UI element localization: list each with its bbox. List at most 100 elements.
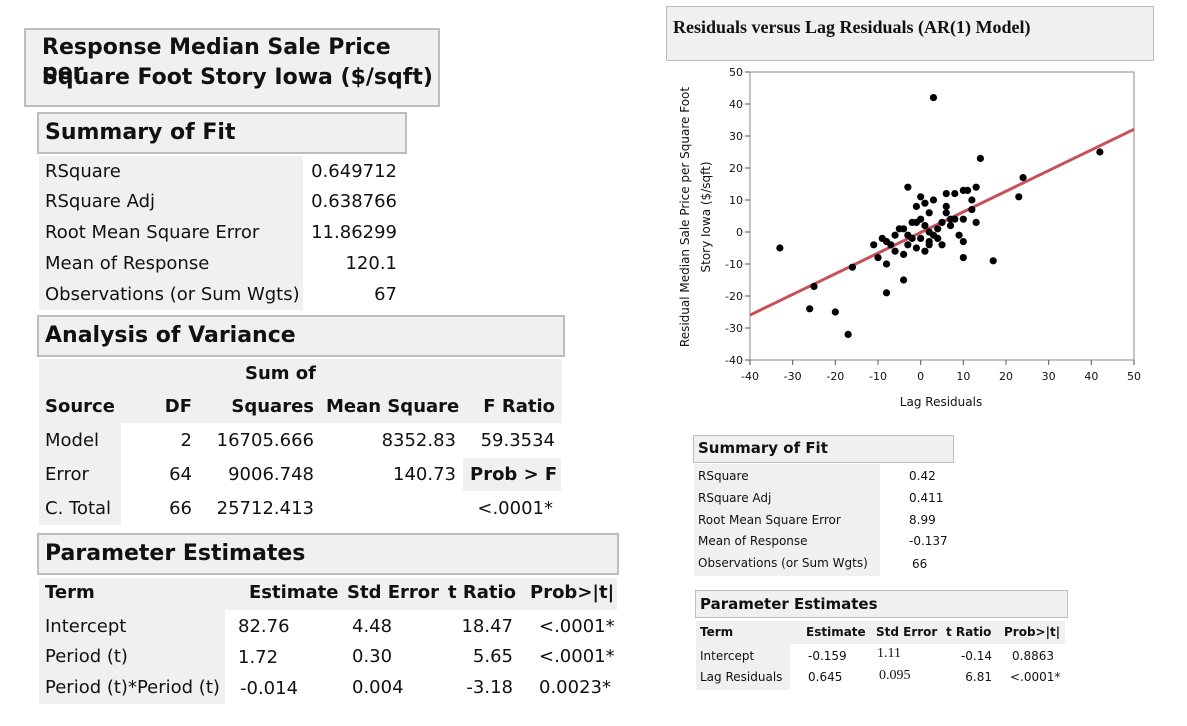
param-estimate-period: 1.72 — [238, 647, 279, 668]
ar1-param-header-estimate: Estimate — [806, 625, 866, 639]
sof-label-mean: Mean of Response — [45, 253, 210, 274]
ar1-sof-value-rsquare-adj: 0.411 — [909, 491, 944, 505]
scatter-points — [776, 94, 1104, 338]
scatter-point — [929, 94, 938, 102]
ar1-param-se-intercept: 1.11 — [877, 646, 901, 661]
ar1-param-t-lag: 6.81 — [965, 670, 992, 684]
scatter-point — [925, 241, 933, 249]
summary-of-fit-header[interactable]: Summary of Fit — [37, 112, 407, 154]
plot-frame — [749, 71, 1135, 361]
ar1-param-term-shade — [696, 644, 790, 690]
ar1-param-p-intercept: 0.8863 — [1012, 649, 1054, 663]
anova-ms-model: 8352.83 — [381, 430, 456, 451]
param-header-term: Term — [45, 582, 95, 603]
param-header-std-error: Std Error — [347, 582, 440, 603]
y-axis: -40 -30 -20 -10 0 10 20 30 40 50 — [725, 66, 750, 367]
scatter-point — [938, 241, 946, 249]
scatter-point — [904, 183, 912, 191]
ar1-sof-value-mean: -0.137 — [909, 534, 948, 548]
scatter-point — [831, 308, 839, 316]
y-tick-label: -20 — [725, 290, 743, 303]
scatter-point — [912, 244, 920, 252]
scatter-point — [942, 202, 950, 210]
x-tick-label: 0 — [917, 370, 924, 383]
anova-header-f: F Ratio — [483, 396, 555, 417]
scatter-point — [934, 225, 942, 233]
anova-header-sum-of: Sum of — [245, 363, 316, 384]
y-tick-label: 40 — [729, 98, 743, 111]
response-title-line1: Response Median Sale Price per — [42, 35, 391, 85]
x-tick-label: -10 — [869, 370, 887, 383]
x-tick-label: -20 — [826, 370, 844, 383]
response-title-line2: Square Foot Story Iowa ($/sqft) — [42, 65, 433, 90]
scatter-point — [917, 193, 925, 201]
sof-value-rsquare: 0.649712 — [311, 161, 397, 182]
scatter-point — [891, 231, 899, 239]
anova-header-shade — [39, 359, 562, 423]
ar1-param-header-std-error: Std Error — [876, 625, 938, 639]
scatter-point — [942, 190, 950, 198]
scatter-point — [904, 241, 912, 249]
x-tick-label: 40 — [1084, 370, 1098, 383]
chart-title: Residuals versus Lag Residuals (AR(1) Mo… — [673, 17, 1031, 37]
x-axis: -40 -30 -20 -10 0 10 20 30 40 50 — [741, 360, 1141, 383]
anova-header-ms: Mean Square — [326, 396, 460, 417]
scatter-point — [955, 231, 963, 239]
scatter-point — [912, 218, 920, 226]
anova-source-model: Model — [45, 430, 100, 451]
anova-title: Analysis of Variance — [45, 323, 296, 348]
param-p-intercept: <.0001* — [539, 616, 615, 637]
anova-ss-error: 9006.748 — [228, 464, 314, 485]
sof-value-observations: 67 — [374, 284, 397, 305]
ar1-sof-label-observations: Observations (or Sum Wgts) — [698, 556, 868, 570]
scatter-point — [989, 257, 997, 265]
scatter-point — [870, 241, 878, 249]
y-tick-label: 0 — [736, 226, 743, 239]
scatter-point — [951, 190, 959, 198]
anova-df-error: 64 — [169, 464, 192, 485]
scatter-point — [882, 260, 891, 268]
scatter-point — [921, 199, 929, 207]
ar1-param-header-t-ratio: t Ratio — [946, 625, 992, 639]
param-term-shade — [39, 610, 225, 704]
param-p-period: <.0001* — [539, 646, 615, 667]
x-tick-label: 30 — [1042, 370, 1056, 383]
ar1-param-estimates-header[interactable]: Parameter Estimates — [695, 590, 1068, 618]
ar1-summary-of-fit-header[interactable]: Summary of Fit — [693, 435, 954, 463]
scatter-point — [968, 196, 976, 204]
scatter-point — [874, 254, 882, 262]
param-t-period-sq: -3.18 — [466, 677, 513, 698]
anova-header[interactable]: Analysis of Variance — [37, 315, 565, 357]
anova-df-ctotal: 66 — [169, 498, 192, 519]
ar1-sof-value-rsquare: 0.42 — [909, 469, 936, 483]
param-header-prob: Prob>|t| — [530, 582, 615, 603]
y-tick-label: 30 — [729, 130, 743, 143]
scatter-point — [968, 206, 976, 214]
scatter-point — [929, 196, 938, 204]
param-se-intercept: 4.48 — [352, 616, 393, 637]
ar1-param-term-lag: Lag Residuals — [700, 670, 783, 684]
scatter-point — [882, 238, 891, 246]
param-se-period-sq: 0.004 — [352, 677, 404, 698]
scatter-point — [976, 154, 984, 162]
scatter-point — [900, 250, 908, 258]
param-term-intercept: Intercept — [45, 616, 127, 637]
anova-prob-f-value: <.0001* — [477, 498, 553, 519]
param-t-intercept: 18.47 — [461, 616, 513, 637]
param-estimate-period-sq: -0.014 — [240, 678, 299, 699]
param-estimates-header[interactable]: Parameter Estimates — [37, 533, 619, 575]
scatter-point — [900, 276, 908, 284]
anova-ss-model: 16705.666 — [216, 430, 314, 451]
scatter-point — [959, 238, 967, 246]
anova-source-error: Error — [45, 464, 89, 485]
scatter-point — [917, 234, 925, 242]
param-term-period: Period (t) — [45, 646, 128, 667]
scatter-point — [776, 244, 784, 252]
scatter-point — [1096, 148, 1104, 156]
scatter-point — [844, 330, 852, 338]
ar1-param-header-term: Term — [700, 625, 734, 639]
scatter-chart: -40 -30 -20 -10 0 10 20 30 40 50 -40 -30 -20 -10 0 10 2… — [678, 66, 1141, 409]
ar1-sof-label-column — [694, 464, 880, 576]
anova-f-model: 59.3534 — [480, 430, 555, 451]
scatter-point — [938, 218, 946, 226]
